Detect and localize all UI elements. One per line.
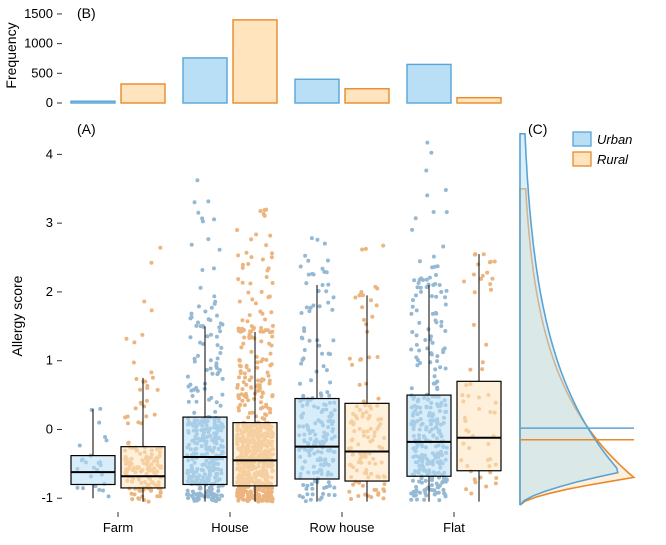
panel-a-ytick: 4 <box>46 146 53 161</box>
legend-label: Urban <box>597 132 632 147</box>
panel-c: (C) <box>520 121 634 505</box>
panel-a-ytick: 0 <box>46 421 53 436</box>
panel-a-label: (A) <box>77 121 96 137</box>
freq-bar <box>457 98 501 103</box>
panel-a-ytick: 3 <box>46 215 53 230</box>
panel-a-xtick: House <box>211 520 249 535</box>
panel-a-xtick: Row house <box>309 520 374 535</box>
boxplot-box <box>71 456 115 485</box>
panel-a-ytick: -1 <box>41 490 53 505</box>
legend: Urban Rural <box>567 126 647 176</box>
panel-b-label: (B) <box>77 5 96 21</box>
panel-a-xtick: Flat <box>443 520 465 535</box>
freq-bar <box>233 20 277 103</box>
freq-bar <box>407 64 451 103</box>
boxplot-box <box>233 423 277 486</box>
legend-swatch <box>573 132 591 146</box>
freq-bar <box>295 79 339 103</box>
freq-bar <box>345 89 389 103</box>
legend-label: Rural <box>597 152 629 167</box>
panel-a-xtick: Farm <box>103 520 133 535</box>
panel-c-label: (C) <box>528 121 547 137</box>
panel-a-ytick: 1 <box>46 353 53 368</box>
boxplot-box <box>295 399 339 479</box>
panel-b-ytick: 500 <box>31 65 53 80</box>
panel-b-ytick: 1500 <box>24 6 53 21</box>
freq-bar <box>71 101 115 103</box>
panel-a-ytick: 2 <box>46 284 53 299</box>
panel-a-ylabel: Allergy score <box>9 275 25 356</box>
panel-a: -1 0 1 2 3 4 Allergy score Farm House Row house Fl… <box>9 121 501 535</box>
boxplot-box <box>183 417 227 484</box>
boxplot-box <box>457 381 501 470</box>
panel-b-ylabel: Frequency <box>3 22 19 88</box>
boxplot-box <box>407 395 451 476</box>
legend-swatch <box>573 152 591 166</box>
figure-svg: -1 0 1 2 3 4 Allergy score Farm House Row house Fl… <box>0 0 666 545</box>
boxplot-box <box>121 447 165 488</box>
freq-bar <box>121 84 165 103</box>
panel-b: 0 500 1000 1500 Frequency (B) <box>3 5 501 110</box>
boxplot-box <box>345 403 389 481</box>
panel-b-ytick: 0 <box>46 95 53 110</box>
freq-bar <box>183 58 227 103</box>
panel-b-ytick: 1000 <box>24 36 53 51</box>
